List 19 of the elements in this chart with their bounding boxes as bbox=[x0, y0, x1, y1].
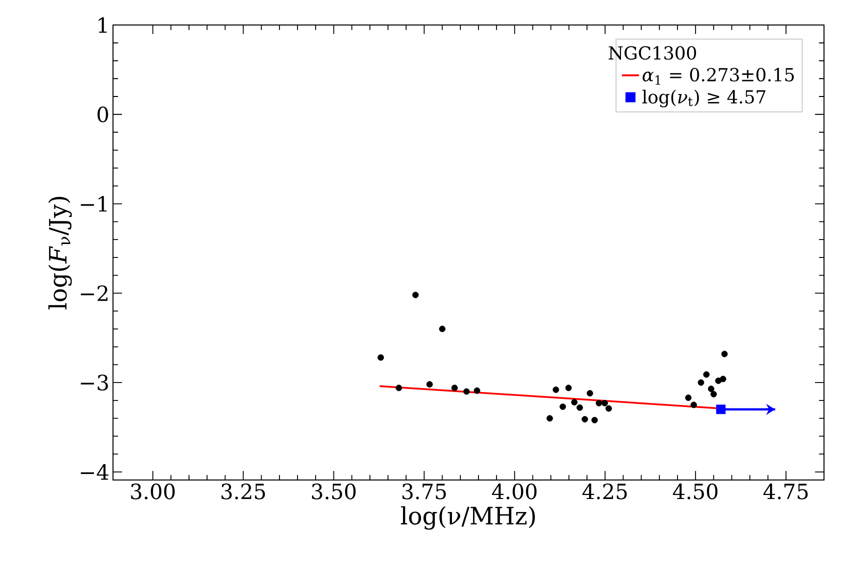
y-tick-label: −1 bbox=[80, 196, 107, 212]
legend-label: α$_{1}$ = 0.273±0.15 bbox=[642, 68, 794, 85]
x-tick-label: 4.50 bbox=[672, 484, 718, 500]
x-tick-label: 4.75 bbox=[763, 484, 808, 500]
x-tick-label: 3.25 bbox=[222, 484, 265, 500]
y-tick-label: 0 bbox=[98, 106, 108, 122]
x-axis-title: log(ν/MHz) bbox=[400, 506, 535, 530]
y-tick-label: −4 bbox=[80, 464, 108, 480]
x-tick-label: 3.50 bbox=[312, 484, 356, 500]
x-tick-label: 4.00 bbox=[492, 484, 537, 500]
x-tick-label: 4.25 bbox=[582, 484, 627, 500]
x-tick-label: 3.75 bbox=[402, 484, 446, 500]
y-tick-label: −2 bbox=[80, 285, 108, 301]
legend-label: log(ν$_{t}$) ≥ 4.57 bbox=[642, 90, 766, 108]
y-axis-title: log(F$_{ν}$/Jy) bbox=[48, 196, 72, 310]
legend-title: NGC1300 bbox=[608, 46, 696, 60]
y-tick-label: −3 bbox=[80, 374, 108, 390]
x-tick-label: 3.00 bbox=[131, 484, 175, 500]
y-tick-label: 1 bbox=[98, 17, 107, 33]
